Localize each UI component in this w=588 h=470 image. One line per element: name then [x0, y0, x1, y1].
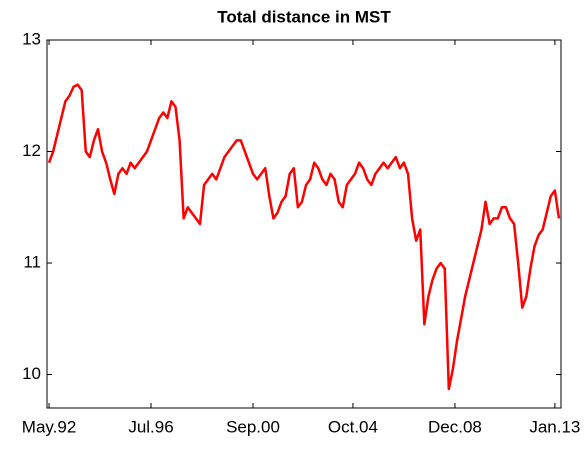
x-tick-label: Dec.08 — [428, 417, 482, 436]
plot-frame — [46, 39, 562, 409]
x-tick-label: May.92 — [22, 417, 77, 436]
y-tick-label: 10 — [22, 364, 41, 383]
x-tick-label: Sep.00 — [226, 417, 280, 436]
data-line — [47, 83, 561, 391]
x-tick-label: Jul.96 — [128, 417, 173, 436]
x-tick-label: Jan.13 — [529, 417, 580, 436]
y-tick-label: 12 — [22, 141, 41, 160]
x-tick-label: Oct.04 — [328, 417, 378, 436]
y-tick-label: 13 — [22, 29, 41, 48]
chart-title: Total distance in MST — [217, 7, 391, 26]
y-tick-label: 11 — [23, 253, 41, 272]
